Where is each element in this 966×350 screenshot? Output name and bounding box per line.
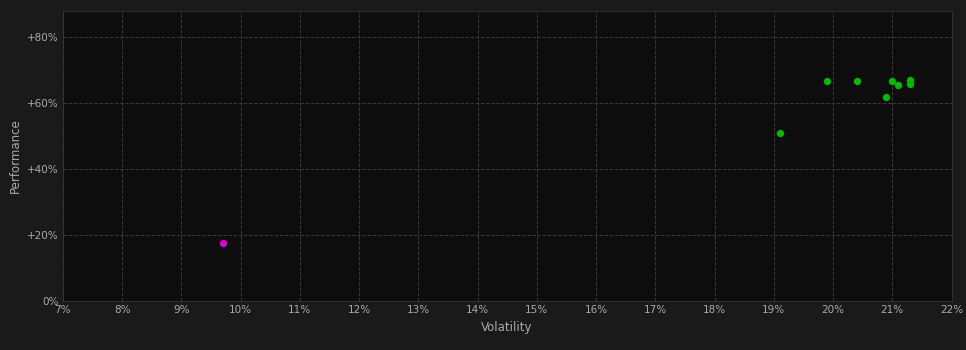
Point	[819, 79, 835, 84]
X-axis label: Volatility: Volatility	[481, 321, 533, 334]
Point	[772, 130, 787, 135]
Point	[849, 79, 865, 84]
Point	[885, 79, 900, 84]
Point	[891, 82, 906, 88]
Point	[879, 94, 895, 100]
Point	[215, 240, 231, 246]
Y-axis label: Performance: Performance	[9, 118, 21, 193]
Point	[902, 81, 918, 86]
Point	[902, 77, 918, 83]
